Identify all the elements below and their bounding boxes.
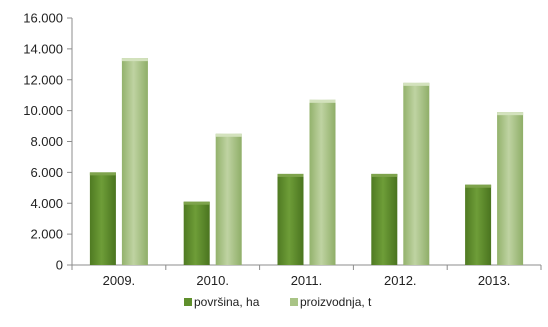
bar-povrsina: [89, 172, 116, 265]
x-tick-label: 2011.: [291, 273, 323, 288]
x-tick-label: 2012.: [384, 273, 417, 288]
bar-proizvodnja: [403, 82, 430, 266]
y-axis: 0 2.000 4.000 6.000 8.000 10.000 12.000 14.000 1…: [23, 11, 73, 273]
y-tick-label: 8.000: [30, 134, 63, 149]
bar-top-highlight: [309, 99, 336, 103]
bar-top-highlight: [465, 184, 492, 188]
bar-top-highlight: [497, 112, 524, 116]
bar-proizvodnja: [309, 99, 336, 265]
bar-top-highlight: [89, 172, 116, 176]
legend-swatch: [184, 298, 192, 306]
y-tick-label: 0: [56, 258, 63, 273]
bar-proizvodnja: [215, 133, 242, 265]
bar-povrsina: [183, 201, 210, 265]
x-tick-label: 2009.: [103, 273, 136, 288]
bar-top-highlight: [277, 173, 304, 177]
x-tick-label: 2013.: [478, 273, 511, 288]
y-tick-label: 12.000: [23, 72, 63, 87]
legend-label: površina, ha: [194, 295, 260, 309]
bar-top-highlight: [403, 82, 430, 86]
y-tick-label: 6.000: [30, 165, 63, 180]
bar-proizvodnja: [497, 112, 524, 265]
bar-top-highlight: [183, 201, 210, 205]
bar-povrsina: [371, 173, 398, 265]
bar-povrsina: [465, 184, 492, 265]
y-tick-label: 10.000: [23, 103, 63, 118]
y-tick-label: 16.000: [23, 11, 63, 26]
bars: [89, 58, 524, 266]
x-axis: 2009. 2010. 2011. 2012. 2013.: [71, 264, 542, 288]
bar-top-highlight: [371, 173, 398, 177]
y-tick-label: 2.000: [30, 227, 63, 242]
bar-proizvodnja: [121, 58, 148, 266]
y-tick-label: 4.000: [30, 196, 63, 211]
bar-top-highlight: [215, 133, 242, 137]
y-tick-label: 14.000: [23, 41, 63, 56]
legend: površina, ha proizvodnja, t: [184, 295, 372, 309]
legend-label: proizvodnja, t: [300, 295, 372, 309]
legend-swatch: [290, 298, 298, 306]
x-tick-label: 2010.: [196, 273, 229, 288]
bar-top-highlight: [121, 58, 148, 62]
bar-povrsina: [277, 173, 304, 265]
